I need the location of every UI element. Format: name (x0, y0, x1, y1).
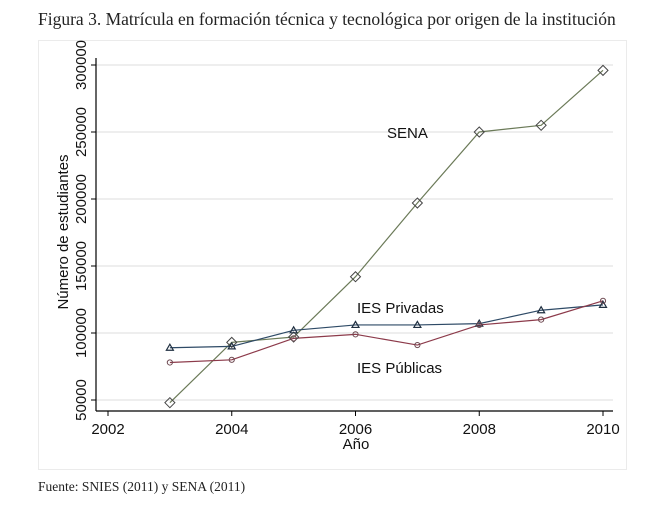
data-point-sena (535, 119, 547, 132)
chart-frame (38, 40, 627, 470)
data-point-ies-privadas (598, 300, 608, 308)
data-point-ies-privadas (289, 325, 299, 334)
data-point-sena (411, 197, 424, 209)
figure-caption: Figura 3. Matrícula en formación técnica… (38, 9, 616, 29)
gridlines (96, 64, 613, 401)
data-point-sena (349, 271, 362, 283)
series-line-ies-p-blicas (169, 300, 604, 364)
data-point-ies-p-blicas (538, 316, 545, 323)
series-markers (164, 64, 609, 409)
x-tick-label: 2002 (91, 421, 124, 438)
data-point-ies-p-blicas (414, 341, 421, 349)
labels: Año Número de estudiantes SENA IES Priva… (55, 125, 444, 453)
x-tick-label: 2004 (215, 421, 248, 438)
data-point-ies-p-blicas (166, 359, 173, 366)
data-point-sena (473, 126, 485, 138)
x-tick-label: 2008 (463, 421, 496, 438)
x-axis-title: Año (343, 436, 370, 453)
series-label-ies-publicas: IES Públicas (357, 360, 442, 377)
data-point-ies-p-blicas (352, 331, 359, 338)
data-point-ies-privadas (165, 343, 175, 351)
series-label-sena: SENA (387, 125, 428, 142)
figure-source: Fuente: SNIES (2011) y SENA (2011) (38, 479, 246, 494)
series-label-ies-privadas: IES Privadas (357, 300, 444, 317)
y-tick-label: 200000 (73, 174, 90, 224)
data-point-ies-privadas (350, 320, 361, 329)
series-line-ies-privadas (169, 304, 604, 349)
data-point-sena (597, 64, 609, 77)
y-tick-label: 300000 (73, 40, 90, 90)
x-tick-label: 2006 (339, 421, 372, 438)
data-point-ies-p-blicas (476, 321, 483, 329)
data-point-sena (287, 331, 300, 343)
data-point-ies-privadas (412, 320, 422, 329)
y-axis-title: Número de estudiantes (55, 154, 72, 309)
data-point-ies-privadas (227, 341, 237, 350)
series-line-sena (169, 69, 604, 404)
y-tick-label: 100000 (73, 308, 90, 358)
y-tick-label: 150000 (73, 241, 90, 291)
x-tick-label: 2010 (586, 421, 619, 438)
data-point-ies-p-blicas (290, 335, 297, 342)
axes: 50000 100000 150000 200000 250000 300000 2002 2… (73, 40, 620, 438)
data-point-sena (164, 396, 176, 409)
y-tick-label: 250000 (73, 107, 90, 157)
data-point-ies-privadas (536, 305, 546, 314)
data-point-sena (226, 336, 238, 349)
y-tick-label: 50000 (73, 379, 90, 421)
data-point-ies-p-blicas (599, 297, 607, 304)
series-lines (169, 69, 604, 404)
data-point-ies-p-blicas (228, 356, 235, 363)
